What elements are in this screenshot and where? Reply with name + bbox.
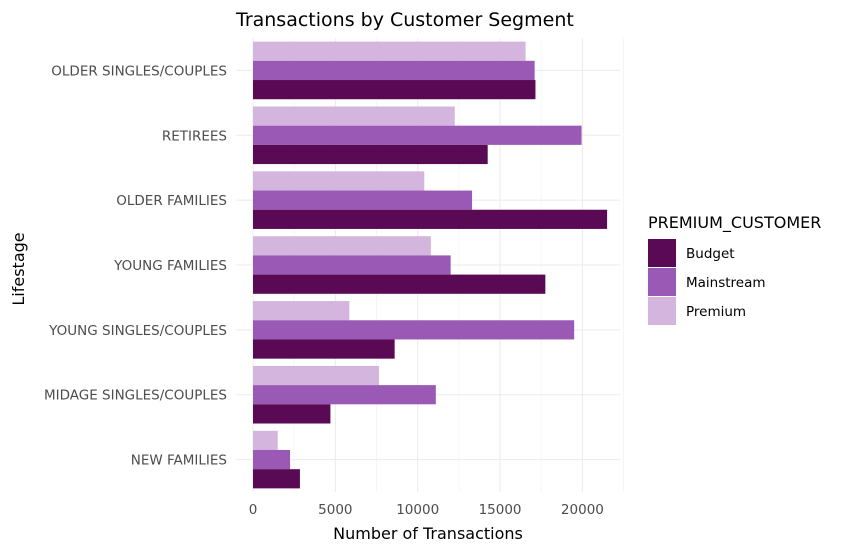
y-tick-label: RETIREES — [162, 128, 227, 144]
legend-label-budget: Budget — [686, 246, 735, 262]
legend-key-mainstream — [648, 268, 676, 296]
bar-budget-2 — [253, 144, 488, 165]
chart-title: Transactions by Customer Segment — [235, 9, 574, 31]
bar-premium-7 — [253, 430, 278, 450]
x-tick-label: 20000 — [561, 502, 604, 518]
bar-budget-7 — [253, 469, 300, 489]
x-axis-title: Number of Transactions — [333, 524, 523, 543]
y-tick-label: OLDER SINGLES/COUPLES — [51, 63, 227, 79]
y-tick-label: MIDAGE SINGLES/COUPLES — [44, 388, 227, 404]
bar-premium-6 — [253, 365, 379, 386]
legend-title: PREMIUM_CUSTOMER — [648, 213, 821, 233]
bar-budget-5 — [253, 339, 395, 359]
bar-mainstream-4 — [253, 255, 451, 275]
bar-budget-6 — [253, 404, 331, 424]
x-tick-label: 10000 — [396, 502, 439, 518]
bar-mainstream-3 — [253, 190, 473, 210]
bar-mainstream-7 — [253, 449, 291, 470]
y-axis-title: Lifestage — [9, 232, 28, 305]
bar-premium-2 — [253, 106, 455, 126]
y-tick-labels: OLDER SINGLES/COUPLES RETIREES OLDER FAMIL… — [44, 63, 227, 468]
bar-mainstream-2 — [253, 125, 582, 145]
y-tick-label: OLDER FAMILIES — [116, 193, 227, 209]
y-tick-label: YOUNG FAMILIES — [113, 258, 227, 274]
legend: PREMIUM_CUSTOMER Budget Mainstream Premium — [648, 213, 821, 325]
y-tick-label: NEW FAMILIES — [131, 453, 227, 469]
bar-premium-1 — [253, 41, 526, 61]
legend-key-premium — [648, 297, 676, 325]
bar-premium-5 — [253, 301, 350, 321]
x-tick-label: 0 — [249, 502, 258, 518]
bar-mainstream-1 — [253, 60, 535, 81]
bar-mainstream-5 — [253, 320, 575, 340]
x-tick-label: 15000 — [479, 502, 522, 518]
bar-budget-4 — [253, 274, 546, 294]
bars — [253, 41, 608, 489]
bar-budget-1 — [253, 80, 536, 100]
bar-mainstream-6 — [253, 385, 436, 405]
bar-budget-3 — [253, 209, 608, 229]
bar-premium-4 — [253, 236, 431, 256]
legend-label-premium: Premium — [686, 304, 746, 320]
x-tick-label: 5000 — [318, 502, 352, 518]
legend-key-budget — [648, 239, 676, 267]
x-tick-labels: 0 5000 10000 15000 20000 — [249, 502, 604, 518]
legend-label-mainstream: Mainstream — [686, 275, 766, 291]
bar-premium-3 — [253, 171, 425, 191]
y-tick-label: YOUNG SINGLES/COUPLES — [48, 323, 227, 339]
